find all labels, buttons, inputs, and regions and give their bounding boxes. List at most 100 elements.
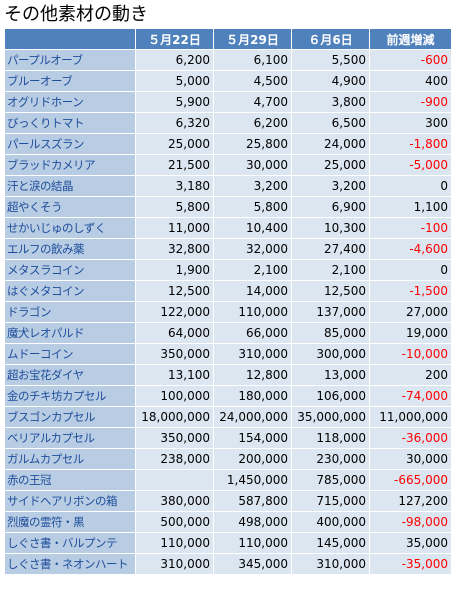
cell: 310,000 <box>291 553 370 575</box>
table-body: パープルオーブ 6,200 6,100 5,500 -600 ブルーオーブ 5,000 4,5… <box>4 49 452 575</box>
cell: 10,400 <box>213 217 292 239</box>
cell: -665,000 <box>369 469 452 491</box>
table-row: しぐさ書・バルプンテ 110,000 110,000 145,000 35,000 <box>4 532 452 554</box>
cell: 13,100 <box>135 364 214 386</box>
cell: 100,000 <box>135 385 214 407</box>
cell <box>135 469 214 491</box>
table-row: オグリドホーン 5,900 4,700 3,800 -900 <box>4 91 452 113</box>
cell: 6,100 <box>213 49 292 71</box>
row-label: 金のチキ坊カプセル <box>4 385 136 407</box>
cell: 5,900 <box>135 91 214 113</box>
cell: -10,000 <box>369 343 452 365</box>
row-label: はぐメタコイン <box>4 280 136 302</box>
row-label: ブラッドカメリア <box>4 154 136 176</box>
cell: 715,000 <box>291 490 370 512</box>
cell: 12,500 <box>135 280 214 302</box>
header-corner <box>4 28 136 50</box>
cell: 110,000 <box>213 301 292 323</box>
cell: 145,000 <box>291 532 370 554</box>
cell: 154,000 <box>213 427 292 449</box>
table-row: パープルオーブ 6,200 6,100 5,500 -600 <box>4 49 452 71</box>
table-row: びっくりトマト 6,320 6,200 6,500 300 <box>4 112 452 134</box>
row-label: 魔犬レオパルド <box>4 322 136 344</box>
row-label: 超やくそう <box>4 196 136 218</box>
table-row: ブルーオーブ 5,000 4,500 4,900 400 <box>4 70 452 92</box>
cell: 4,500 <box>213 70 292 92</box>
cell: 6,200 <box>213 112 292 134</box>
cell: 310,000 <box>135 553 214 575</box>
cell: 3,800 <box>291 91 370 113</box>
cell: 500,000 <box>135 511 214 533</box>
table-row: ドラゴン 122,000 110,000 137,000 27,000 <box>4 301 452 323</box>
table-row: 魔犬レオパルド 64,000 66,000 85,000 19,000 <box>4 322 452 344</box>
row-label: サイドヘアリボンの箱 <box>4 490 136 512</box>
cell: 21,500 <box>135 154 214 176</box>
row-label: メタスラコイン <box>4 259 136 281</box>
cell: 498,000 <box>213 511 292 533</box>
cell: 14,000 <box>213 280 292 302</box>
row-label: パープルオーブ <box>4 49 136 71</box>
cell: -5,000 <box>369 154 452 176</box>
cell: 18,000,000 <box>135 406 214 428</box>
row-label: せかいじゅのしずく <box>4 217 136 239</box>
cell: 587,800 <box>213 490 292 512</box>
column-header: ６月6日 <box>291 28 370 50</box>
cell: 110,000 <box>213 532 292 554</box>
cell: -36,000 <box>369 427 452 449</box>
table-row: パールスズラン 25,000 25,800 24,000 -1,800 <box>4 133 452 155</box>
cell: 230,000 <box>291 448 370 470</box>
cell: 2,100 <box>291 259 370 281</box>
cell: 12,500 <box>291 280 370 302</box>
cell: 6,200 <box>135 49 214 71</box>
cell: 350,000 <box>135 427 214 449</box>
cell: -1,800 <box>369 133 452 155</box>
cell: 66,000 <box>213 322 292 344</box>
row-label: パールスズラン <box>4 133 136 155</box>
cell: -35,000 <box>369 553 452 575</box>
table-row: ムドーコイン 350,000 310,000 300,000 -10,000 <box>4 343 452 365</box>
cell: 19,000 <box>369 322 452 344</box>
cell: 4,700 <box>213 91 292 113</box>
cell: -600 <box>369 49 452 71</box>
cell: 0 <box>369 259 452 281</box>
column-header: 前週増減 <box>369 28 452 50</box>
column-header: ５月29日 <box>213 28 292 50</box>
cell: 12,800 <box>213 364 292 386</box>
table-row: ベリアルカプセル 350,000 154,000 118,000 -36,000 <box>4 427 452 449</box>
cell: 350,000 <box>135 343 214 365</box>
cell: 400,000 <box>291 511 370 533</box>
cell: 1,450,000 <box>213 469 292 491</box>
cell: 32,000 <box>213 238 292 260</box>
cell: -74,000 <box>369 385 452 407</box>
row-label: 赤の王冠 <box>4 469 136 491</box>
cell: 24,000,000 <box>213 406 292 428</box>
cell: 3,200 <box>291 175 370 197</box>
cell: -100 <box>369 217 452 239</box>
cell: 137,000 <box>291 301 370 323</box>
cell: 110,000 <box>135 532 214 554</box>
table-row: 烈魔の霊符・黒 500,000 498,000 400,000 -98,000 <box>4 511 452 533</box>
cell: 11,000,000 <box>369 406 452 428</box>
cell: 6,500 <box>291 112 370 134</box>
cell: 400 <box>369 70 452 92</box>
cell: 35,000,000 <box>291 406 370 428</box>
cell: 238,000 <box>135 448 214 470</box>
table-row: 赤の王冠 1,450,000 785,000 -665,000 <box>4 469 452 491</box>
row-label: ムドーコイン <box>4 343 136 365</box>
table: ５月22日 ５月29日 ６月6日 前週増減 パープルオーブ 6,200 6,100 5,50… <box>4 28 452 575</box>
cell: -98,000 <box>369 511 452 533</box>
cell: 10,300 <box>291 217 370 239</box>
cell: 200 <box>369 364 452 386</box>
table-row: せかいじゅのしずく 11,000 10,400 10,300 -100 <box>4 217 452 239</box>
cell: 180,000 <box>213 385 292 407</box>
cell: 300,000 <box>291 343 370 365</box>
row-label: ブルーオーブ <box>4 70 136 92</box>
table-row: ブスゴンカプセル 18,000,000 24,000,000 35,000,000 11… <box>4 406 452 428</box>
table-row: サイドヘアリボンの箱 380,000 587,800 715,000 127,200 <box>4 490 452 512</box>
cell: 127,200 <box>369 490 452 512</box>
table-row: 超お宝花ダイヤ 13,100 12,800 13,000 200 <box>4 364 452 386</box>
table-row: 超やくそう 5,800 5,800 6,900 1,100 <box>4 196 452 218</box>
cell: 3,200 <box>213 175 292 197</box>
cell: 30,000 <box>213 154 292 176</box>
row-label: エルフの飲み薬 <box>4 238 136 260</box>
